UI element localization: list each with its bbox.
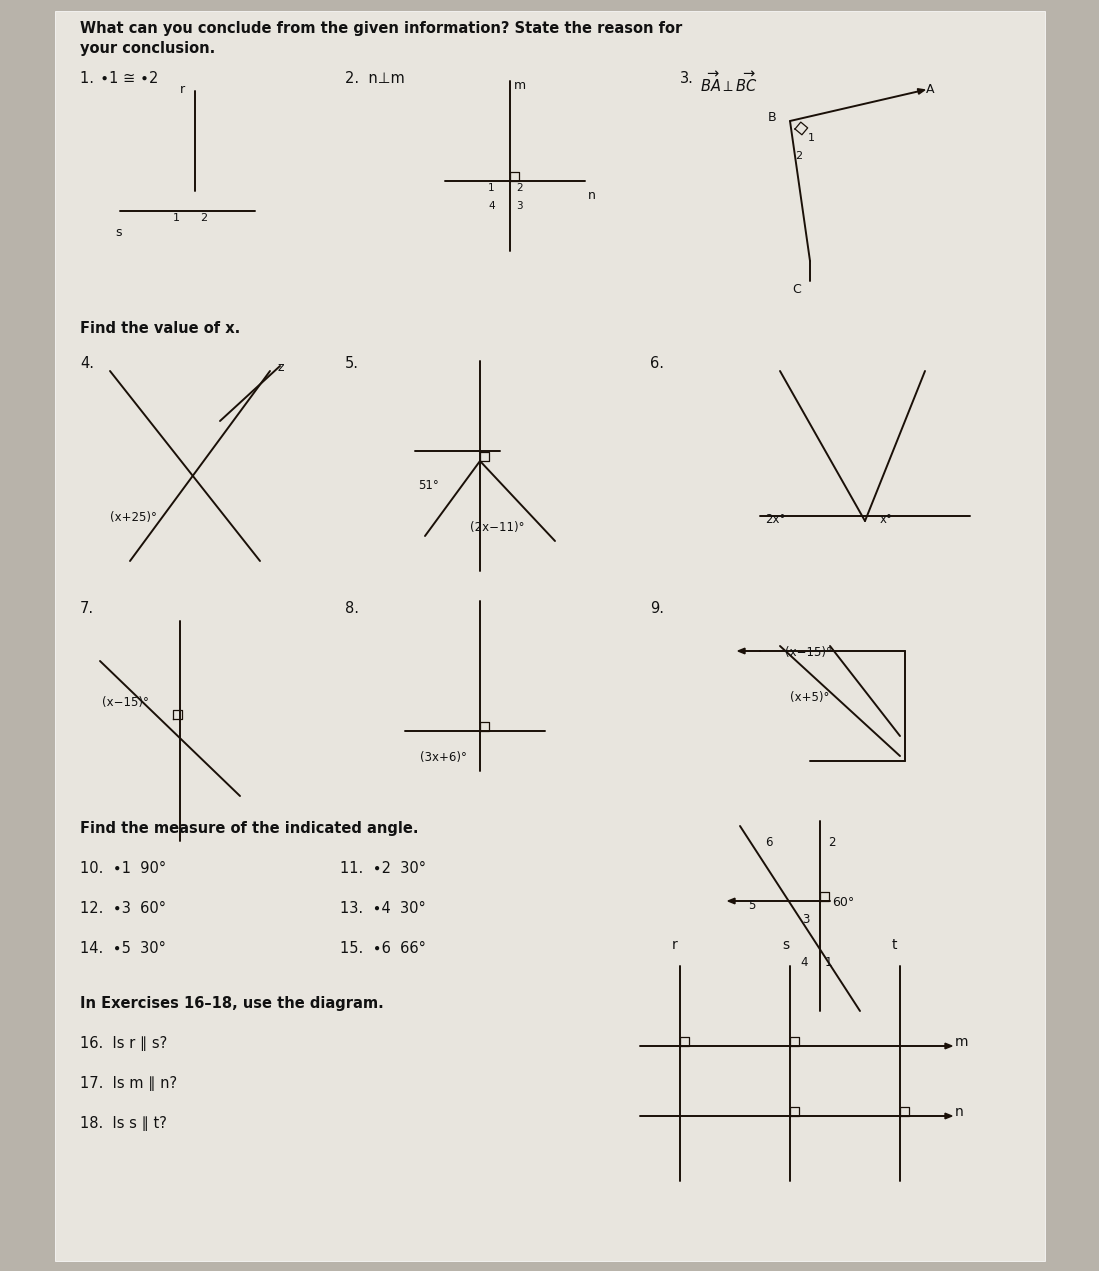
Text: C: C xyxy=(792,283,801,296)
Text: 3.: 3. xyxy=(680,71,693,86)
Text: 1: 1 xyxy=(808,133,815,144)
Text: 16.  Is r ∥ s?: 16. Is r ∥ s? xyxy=(80,1036,167,1051)
Text: 1: 1 xyxy=(488,183,495,193)
Text: A: A xyxy=(926,83,934,97)
Text: 3: 3 xyxy=(802,913,809,927)
Text: 2: 2 xyxy=(795,151,802,161)
Text: 15.  ∙6  66°: 15. ∙6 66° xyxy=(340,941,426,956)
Text: 2.  n⊥m: 2. n⊥m xyxy=(345,71,404,86)
Text: 51°: 51° xyxy=(418,479,439,492)
Text: 2x°: 2x° xyxy=(765,513,786,526)
Text: your conclusion.: your conclusion. xyxy=(80,41,215,56)
Polygon shape xyxy=(945,1113,952,1118)
Text: 2: 2 xyxy=(517,183,523,193)
Text: 1: 1 xyxy=(173,214,180,222)
Text: 1.: 1. xyxy=(80,71,103,86)
Text: (x+25)°: (x+25)° xyxy=(110,511,157,524)
Text: z: z xyxy=(278,361,285,374)
Text: 12.  ∙3  60°: 12. ∙3 60° xyxy=(80,901,166,916)
Text: (x−15)°: (x−15)° xyxy=(785,646,832,658)
Text: r: r xyxy=(671,938,678,952)
Text: ∙1 ≅ ∙2: ∙1 ≅ ∙2 xyxy=(100,71,158,86)
Text: 60°: 60° xyxy=(832,896,854,909)
Text: 14.  ∙5  30°: 14. ∙5 30° xyxy=(80,941,166,956)
Text: (x−15)°: (x−15)° xyxy=(102,697,148,709)
Text: r: r xyxy=(180,83,185,97)
Text: 3: 3 xyxy=(517,201,523,211)
Text: Find the measure of the indicated angle.: Find the measure of the indicated angle. xyxy=(80,821,419,836)
Text: 5.: 5. xyxy=(345,356,359,371)
Text: B: B xyxy=(768,111,777,125)
Text: 2: 2 xyxy=(828,836,835,849)
Text: 1: 1 xyxy=(825,956,833,969)
Text: 5: 5 xyxy=(748,899,755,913)
Text: 4.: 4. xyxy=(80,356,95,371)
Text: 4: 4 xyxy=(800,956,808,969)
Text: 18.  Is s ∥ t?: 18. Is s ∥ t? xyxy=(80,1116,167,1131)
Text: 2: 2 xyxy=(200,214,207,222)
Text: (2x−11)°: (2x−11)° xyxy=(470,521,524,534)
Text: 11.  ∙2  30°: 11. ∙2 30° xyxy=(340,860,426,876)
Text: 9.: 9. xyxy=(650,601,664,616)
Text: s: s xyxy=(115,226,122,239)
Text: n: n xyxy=(588,189,596,202)
Text: Find the value of x.: Find the value of x. xyxy=(80,322,241,336)
Text: 8.: 8. xyxy=(345,601,359,616)
Text: 6.: 6. xyxy=(650,356,664,371)
Polygon shape xyxy=(945,1043,952,1049)
Text: (x+5)°: (x+5)° xyxy=(790,691,830,704)
Text: 17.  Is m ∥ n?: 17. Is m ∥ n? xyxy=(80,1077,177,1091)
Text: 10.  ∙1  90°: 10. ∙1 90° xyxy=(80,860,166,876)
Text: (3x+6)°: (3x+6)° xyxy=(420,751,467,764)
Text: 7.: 7. xyxy=(80,601,95,616)
Text: t: t xyxy=(892,938,898,952)
Polygon shape xyxy=(918,89,925,94)
Text: m: m xyxy=(955,1035,968,1049)
Text: 13.  ∙4  30°: 13. ∙4 30° xyxy=(340,901,425,916)
Text: 4: 4 xyxy=(488,201,495,211)
Polygon shape xyxy=(728,899,735,904)
Text: What can you conclude from the given information? State the reason for: What can you conclude from the given inf… xyxy=(80,22,682,36)
Text: x°: x° xyxy=(880,513,892,526)
Text: s: s xyxy=(782,938,789,952)
Text: m: m xyxy=(514,79,526,92)
Text: n: n xyxy=(955,1104,964,1118)
Text: $\overrightarrow{BA} \perp \overrightarrow{BC}$: $\overrightarrow{BA} \perp \overrightarr… xyxy=(700,71,758,95)
Text: 6: 6 xyxy=(765,836,773,849)
Text: In Exercises 16–18, use the diagram.: In Exercises 16–18, use the diagram. xyxy=(80,996,384,1010)
Polygon shape xyxy=(739,648,745,653)
